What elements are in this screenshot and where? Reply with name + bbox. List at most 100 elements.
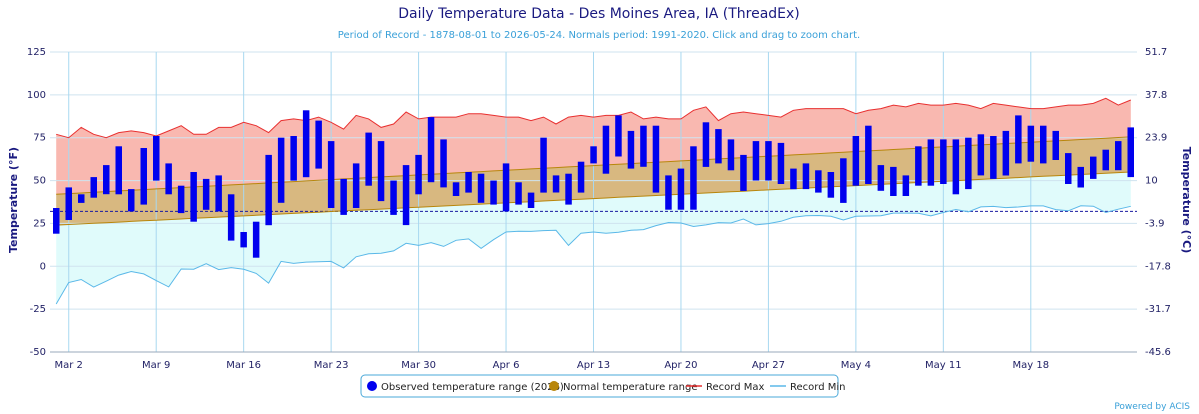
observed-bar[interactable]	[202, 178, 210, 210]
plot-area[interactable]	[50, 51, 1137, 353]
observed-bar[interactable]	[865, 125, 872, 184]
legend-item-normal[interactable]: Normal temperature range	[549, 381, 697, 393]
observed-bar[interactable]	[840, 158, 847, 203]
observed-bar[interactable]	[527, 192, 535, 208]
observed-bar[interactable]	[727, 139, 735, 171]
observed-bar[interactable]	[627, 130, 635, 169]
observed-bar[interactable]	[540, 137, 547, 193]
observed-bar[interactable]	[90, 177, 98, 198]
observed-bar[interactable]	[690, 146, 697, 210]
observed-bar[interactable]	[652, 125, 660, 193]
observed-bar[interactable]	[1077, 166, 1085, 188]
observed-bar[interactable]	[402, 165, 410, 226]
observed-bar[interactable]	[1052, 130, 1060, 160]
observed-bar[interactable]	[427, 117, 435, 183]
legend-item-record-max[interactable]: Record Max	[686, 382, 764, 393]
observed-bar[interactable]	[240, 232, 247, 248]
observed-bar[interactable]	[352, 163, 360, 208]
observed-bar[interactable]	[902, 175, 910, 196]
observed-bar[interactable]	[177, 185, 185, 214]
x-tick-label: Mar 9	[142, 360, 170, 371]
observed-bar[interactable]	[852, 136, 860, 186]
observed-bar[interactable]	[190, 172, 197, 222]
observed-bar[interactable]	[915, 146, 922, 186]
observed-bar[interactable]	[802, 163, 810, 190]
observed-bar[interactable]	[277, 137, 285, 203]
observed-bar[interactable]	[827, 172, 835, 198]
observed-bar[interactable]	[1065, 153, 1072, 184]
credits-link[interactable]: Powered by ACIS	[1114, 402, 1190, 412]
observed-bar[interactable]	[390, 180, 397, 215]
observed-bar[interactable]	[477, 173, 485, 203]
observed-bar[interactable]	[927, 139, 935, 186]
observed-bar[interactable]	[340, 178, 347, 215]
observed-bars	[53, 110, 1135, 258]
observed-bar[interactable]	[490, 180, 497, 205]
y-tick-label-left: -25	[30, 304, 46, 315]
observed-bar[interactable]	[1102, 149, 1110, 171]
observed-bar[interactable]	[877, 165, 885, 191]
observed-bar[interactable]	[265, 154, 272, 226]
observed-bar[interactable]	[452, 182, 460, 196]
observed-bar[interactable]	[640, 125, 647, 167]
y-tick-label-right: 10	[1145, 176, 1158, 187]
observed-bar[interactable]	[315, 120, 322, 169]
observed-bar[interactable]	[1015, 115, 1022, 164]
observed-bar[interactable]	[515, 182, 522, 205]
legend-box	[360, 374, 839, 398]
observed-bar[interactable]	[615, 115, 622, 157]
observed-bar[interactable]	[677, 168, 685, 210]
observed-bar[interactable]	[977, 134, 985, 176]
observed-bar[interactable]	[377, 141, 385, 202]
observed-bar[interactable]	[740, 154, 747, 191]
observed-bar[interactable]	[365, 132, 372, 186]
observed-bar[interactable]	[465, 172, 472, 193]
observed-bar[interactable]	[327, 141, 335, 208]
observed-bar[interactable]	[565, 173, 572, 205]
observed-bar[interactable]	[1115, 141, 1122, 171]
observed-bar[interactable]	[665, 175, 672, 210]
observed-bar[interactable]	[78, 194, 85, 203]
observed-bar[interactable]	[440, 139, 447, 188]
observed-bar[interactable]	[302, 110, 310, 178]
observed-bar[interactable]	[552, 175, 560, 193]
observed-bar[interactable]	[790, 168, 797, 190]
observed-bar[interactable]	[103, 165, 110, 195]
observed-bar[interactable]	[65, 187, 73, 220]
legend-item-record-min[interactable]: Record Min	[770, 382, 845, 393]
observed-bar[interactable]	[1127, 127, 1135, 178]
observed-bar[interactable]	[153, 136, 160, 181]
observed-bar[interactable]	[1090, 156, 1097, 179]
legend[interactable]: Observed temperature range (2026) Normal…	[360, 374, 845, 398]
observed-bar[interactable]	[602, 125, 610, 174]
observed-bar[interactable]	[702, 122, 710, 167]
observed-bar[interactable]	[1040, 125, 1047, 164]
observed-bar[interactable]	[765, 141, 772, 181]
observed-bar[interactable]	[590, 146, 597, 164]
observed-bar[interactable]	[227, 194, 235, 241]
observed-bar[interactable]	[415, 154, 422, 195]
observed-bar[interactable]	[1027, 125, 1035, 162]
observed-bar[interactable]	[290, 136, 297, 181]
observed-bar[interactable]	[140, 148, 148, 205]
observed-bar[interactable]	[1002, 130, 1010, 176]
observed-bar[interactable]	[752, 141, 760, 181]
observed-bar[interactable]	[990, 136, 997, 179]
observed-bar[interactable]	[252, 221, 260, 258]
observed-bar[interactable]	[952, 139, 960, 195]
observed-bar[interactable]	[215, 175, 222, 212]
legend-item-observed[interactable]: Observed temperature range (2026)	[367, 381, 564, 393]
observed-bar[interactable]	[715, 129, 722, 164]
observed-bar[interactable]	[965, 137, 972, 190]
observed-bar[interactable]	[165, 163, 172, 195]
observed-bar[interactable]	[115, 146, 123, 195]
observed-bar[interactable]	[777, 142, 785, 184]
observed-bar[interactable]	[940, 139, 947, 184]
observed-bar[interactable]	[502, 163, 510, 212]
observed-bar[interactable]	[53, 208, 60, 234]
observed-bar[interactable]	[890, 166, 897, 196]
observed-bar[interactable]	[815, 170, 822, 193]
observed-bar[interactable]	[577, 161, 585, 193]
observed-bar[interactable]	[128, 189, 135, 212]
